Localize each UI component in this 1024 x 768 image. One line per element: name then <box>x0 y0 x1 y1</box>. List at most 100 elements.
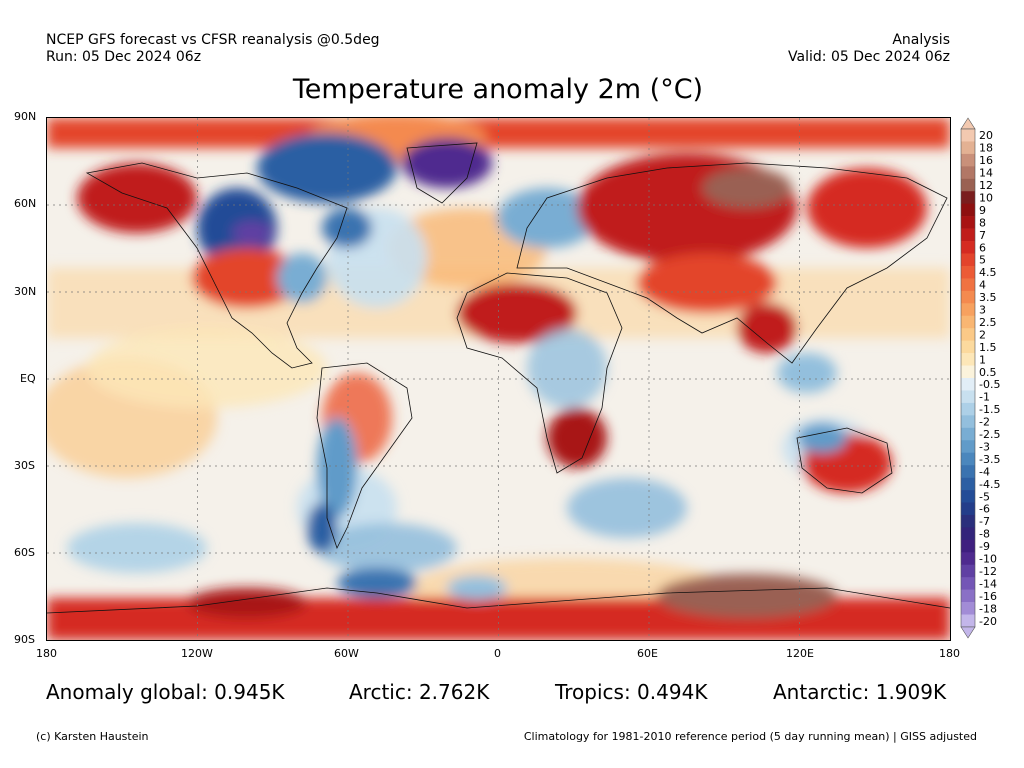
colorbar-swatch <box>961 178 975 192</box>
colorbar-swatch <box>961 514 975 528</box>
colorbar-swatch <box>961 452 975 466</box>
colorbar-swatch <box>961 303 975 317</box>
anomaly-map-graphic <box>47 118 950 640</box>
colorbar-swatch <box>961 539 975 553</box>
analysis-label: Analysis <box>892 32 950 48</box>
colorbar-swatch <box>961 490 975 503</box>
colorbar-label: 3.5 <box>979 291 997 304</box>
colorbar-swatch <box>961 440 975 453</box>
global-anomaly: Anomaly global: 0.945K <box>46 680 285 704</box>
colorbar-label: -4 <box>979 465 990 478</box>
colorbar-label: 6 <box>979 241 986 254</box>
colorbar-swatch <box>961 340 975 354</box>
colorbar-swatch <box>961 390 975 404</box>
lat-label-60n: 60N <box>14 197 37 210</box>
colorbar-label: 0.5 <box>979 366 997 379</box>
colorbar-swatch <box>961 552 975 566</box>
lat-label-90s: 90S <box>14 633 35 646</box>
colorbar-swatch <box>961 527 975 541</box>
colorbar-label: 4 <box>979 279 986 292</box>
colorbar-swatch <box>961 166 975 180</box>
colorbar-label: 1 <box>979 353 986 366</box>
colorbar-swatch <box>961 353 975 366</box>
colorbar-label: -9 <box>979 540 990 553</box>
lon-label-60w: 60W <box>334 647 359 660</box>
colorbar-label: 16 <box>979 154 993 167</box>
colorbar-label: -2.5 <box>979 428 1000 441</box>
copyright-credit: (c) Karsten Haustein <box>36 730 149 743</box>
colorbar-label: -16 <box>979 590 997 603</box>
colorbar-label: 20 <box>979 129 993 142</box>
colorbar-swatch <box>961 141 975 155</box>
colorbar-label: 1.5 <box>979 341 997 354</box>
lon-label-0: 0 <box>494 647 501 660</box>
tropics-anomaly: Tropics: 0.494K <box>555 680 708 704</box>
colorbar-label: 9 <box>979 204 986 217</box>
colorbar-swatch <box>961 465 975 478</box>
colorbar-swatch <box>961 191 975 204</box>
colorbar-swatch <box>961 614 975 628</box>
colorbar-label: 5 <box>979 254 986 267</box>
climatology-note: Climatology for 1981-2010 reference peri… <box>523 730 977 743</box>
colorbar-swatch <box>961 365 975 379</box>
colorbar-label: -7 <box>979 515 990 528</box>
lon-label-180e: 180 <box>939 647 960 660</box>
colorbar-swatch <box>961 253 975 267</box>
lat-label-eq: EQ <box>20 372 36 385</box>
colorbar-swatch <box>961 427 975 441</box>
colorbar-label: -18 <box>979 602 997 615</box>
colorbar-label: -6 <box>979 503 990 516</box>
colorbar-label: 4.5 <box>979 266 997 279</box>
colorbar-max-arrow <box>960 117 976 130</box>
colorbar-swatch <box>961 216 975 229</box>
colorbar-label: -2 <box>979 416 990 429</box>
colorbar-label: 8 <box>979 216 986 229</box>
lon-label-120w: 120W <box>181 647 213 660</box>
colorbar-min-arrow <box>960 626 976 639</box>
colorbar-swatch <box>961 315 975 329</box>
colorbar-swatch <box>961 203 975 217</box>
lon-label-120e: 120E <box>786 647 814 660</box>
colorbar-swatch <box>961 129 975 142</box>
colorbar-swatch <box>961 602 975 615</box>
colorbar-label: -12 <box>979 565 997 578</box>
colorbar-label: -0.5 <box>979 378 1000 391</box>
gridlines <box>47 118 950 640</box>
run-time: Run: 05 Dec 2024 06z <box>46 49 202 65</box>
lat-label-30s: 30S <box>14 459 35 472</box>
colorbar-swatch <box>961 564 975 578</box>
colorbar-label: -3.5 <box>979 453 1000 466</box>
colorbar-label: 14 <box>979 167 993 180</box>
colorbar-label: 2.5 <box>979 316 997 329</box>
colorbar-label: 3 <box>979 304 986 317</box>
colorbar-label: -14 <box>979 577 997 590</box>
anomaly-map <box>46 117 951 641</box>
colorbar-swatch <box>961 502 975 516</box>
colorbar-label: 12 <box>979 179 993 192</box>
color-legend: 201816141210987654.543.532.521.510.5-0.5… <box>960 117 1000 639</box>
colorbar-swatch <box>961 415 975 429</box>
valid-time: Valid: 05 Dec 2024 06z <box>788 49 950 65</box>
lat-label-30n: 30N <box>14 285 37 298</box>
colorbar-swatch <box>961 153 975 167</box>
model-description: NCEP GFS forecast vs CFSR reanalysis @0.… <box>46 32 380 48</box>
colorbar-swatch <box>961 477 975 491</box>
colorbar-swatch <box>961 241 975 254</box>
colorbar-label: 7 <box>979 229 986 242</box>
lon-label-60e: 60E <box>637 647 658 660</box>
colorbar-swatch <box>961 402 975 416</box>
colorbar-label: 10 <box>979 191 993 204</box>
colorbar-swatch <box>961 278 975 292</box>
lon-label-180w: 180 <box>36 647 57 660</box>
colorbar-swatch <box>961 228 975 242</box>
colorbar-swatch <box>961 378 975 391</box>
lat-label-90n: 90N <box>14 110 37 123</box>
colorbar-label: 2 <box>979 328 986 341</box>
colorbar-label: -4.5 <box>979 478 1000 491</box>
antarctic-anomaly: Antarctic: 1.909K <box>773 680 947 704</box>
coastlines <box>47 142 950 614</box>
colorbar-label: -3 <box>979 440 990 453</box>
colorbar-label: -5 <box>979 490 990 503</box>
colorbar-swatch <box>961 328 975 341</box>
colorbar-label: 18 <box>979 142 993 155</box>
